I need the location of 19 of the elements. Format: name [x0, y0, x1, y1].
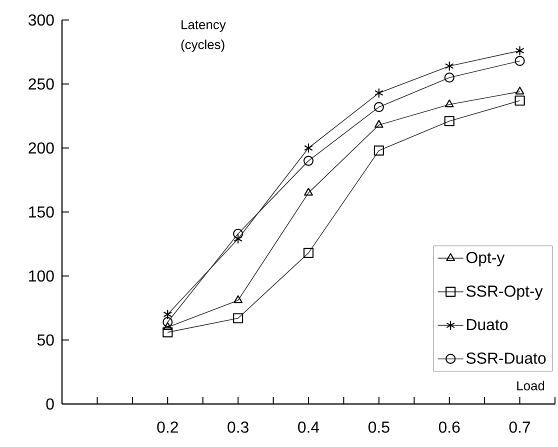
legend-label: Duato — [467, 319, 508, 330]
legend-label: SSR-Opt-y — [466, 285, 543, 300]
y-tick-label: 0 — [46, 398, 54, 410]
x-tick-label: 0.2 — [157, 422, 178, 433]
y-tick-label: 150 — [29, 206, 54, 218]
x-tick-label: 0.7 — [509, 422, 530, 433]
x-axis-title: Load — [517, 380, 544, 390]
y-tick-label: 200 — [28, 142, 54, 154]
x-tick-label: 0.6 — [438, 422, 460, 433]
x-tick-label: 0.5 — [368, 422, 390, 433]
y-tick-label: 250 — [28, 78, 54, 90]
x-tick-label: 0.3 — [228, 422, 248, 433]
x-tick-label: 0.4 — [298, 422, 320, 433]
y-axis-title: Latency (cycles) — [181, 20, 226, 52]
y-tick-label: 50 — [37, 334, 54, 346]
legend-label: Opt-y — [466, 252, 505, 266]
y-tick-label: 100 — [29, 270, 54, 282]
y-tick-label: 300 — [28, 14, 54, 26]
legend-label: SSR-Duato — [466, 352, 546, 364]
